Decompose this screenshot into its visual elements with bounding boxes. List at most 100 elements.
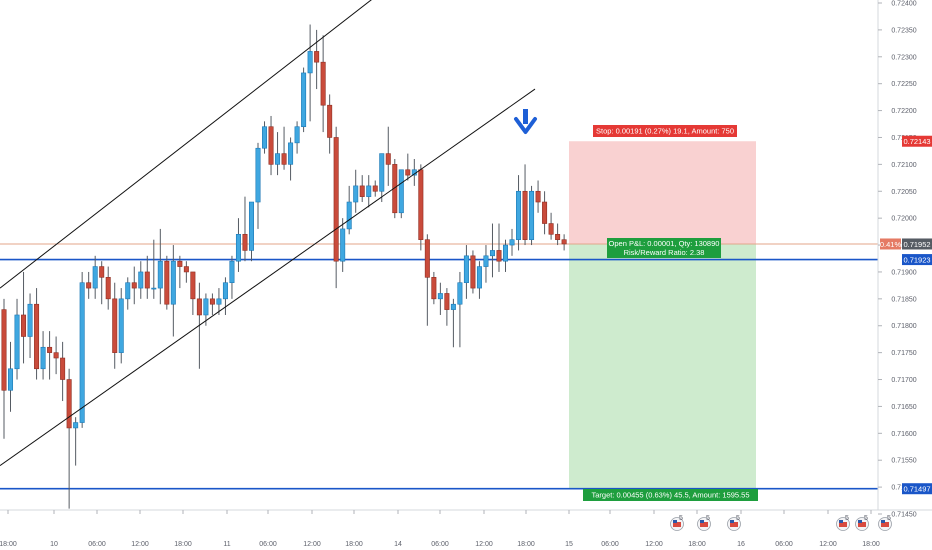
time-tick-label: 18:00 xyxy=(174,541,192,548)
event-badge-count: 5 xyxy=(887,515,891,522)
event-badge-count: 5 xyxy=(864,515,868,522)
flag-stripe xyxy=(730,522,738,527)
candle xyxy=(60,341,66,402)
candle-body xyxy=(86,282,92,289)
time-tick-label: 15 xyxy=(565,541,573,548)
candle-body xyxy=(242,233,248,251)
candle-body xyxy=(177,260,183,267)
price-tick-label: 0.72250 xyxy=(891,81,916,88)
time-tick-label: 18:00 xyxy=(688,541,706,548)
candle xyxy=(222,277,228,315)
time-axis-ticks[interactable]: 18:00 10 06:00 12:00 18:00 11 06:00 12:00 18:00 1… xyxy=(0,510,880,548)
candle xyxy=(138,261,144,299)
event-badge: 5 xyxy=(855,515,869,531)
candle xyxy=(14,298,20,380)
candle-body xyxy=(8,368,14,391)
candle xyxy=(346,185,352,235)
candle-body xyxy=(463,255,469,284)
candle-body xyxy=(542,201,548,224)
candle xyxy=(392,158,398,219)
candle-body xyxy=(385,153,391,165)
price-tick-label: 0.72200 xyxy=(891,108,916,115)
candle xyxy=(437,282,443,315)
candle xyxy=(405,153,411,181)
candle-body xyxy=(1,309,7,391)
candle-body xyxy=(379,153,385,192)
candle-body xyxy=(203,298,209,316)
candle-body xyxy=(190,271,196,300)
candle-body xyxy=(21,314,27,337)
candle xyxy=(327,94,333,154)
candle-body xyxy=(248,201,254,251)
flag-stripe xyxy=(839,522,847,527)
candle-body xyxy=(444,293,450,310)
candle-body xyxy=(112,298,118,353)
candle-body xyxy=(47,346,53,353)
candle xyxy=(340,218,346,272)
time-tick-label: 12:00 xyxy=(819,541,837,548)
candle xyxy=(548,212,554,240)
price-tick-label: 0.71550 xyxy=(891,458,916,465)
candle xyxy=(21,271,27,364)
candle-body xyxy=(392,164,398,214)
flag-canton xyxy=(858,520,862,523)
candle-body xyxy=(327,104,333,138)
target-price-label: 0.71497 xyxy=(903,485,930,494)
candle-body xyxy=(333,137,339,262)
candle xyxy=(151,239,157,299)
candle xyxy=(359,175,365,203)
event-badge: 5 xyxy=(697,515,711,531)
pnl-info-box[interactable]: Open P&L: 0.00001, Qty: 130890 Risk/Rewa… xyxy=(607,238,721,258)
time-tick-label: 12:00 xyxy=(303,541,321,548)
candle-body xyxy=(229,260,235,284)
candle-body xyxy=(353,185,359,203)
candle xyxy=(301,67,307,133)
candle-body xyxy=(483,255,489,267)
candle-body xyxy=(14,314,20,370)
candle xyxy=(255,142,261,229)
candle xyxy=(248,201,254,262)
candle xyxy=(112,282,118,369)
candle xyxy=(372,180,378,197)
candle-body xyxy=(424,239,430,278)
candle xyxy=(470,250,476,294)
candle-body xyxy=(34,303,40,370)
candle-body xyxy=(359,185,365,197)
candle xyxy=(183,261,189,283)
current-price-bg xyxy=(902,238,932,250)
event-badge-count: 5 xyxy=(736,515,740,522)
time-tick-label: 18:00 xyxy=(345,541,363,548)
target-info-box[interactable]: Target: 0.00455 (0.63%) 45.5, Amount: 15… xyxy=(583,489,758,501)
candle xyxy=(53,336,59,375)
candle xyxy=(8,341,14,412)
candle xyxy=(27,293,33,359)
target-info-text: Target: 0.00455 (0.63%) 45.5, Amount: 15… xyxy=(591,491,749,500)
candle-body xyxy=(255,147,261,203)
price-tick-label: 0.72400 xyxy=(891,1,916,8)
candle-body xyxy=(470,255,476,289)
candle-body xyxy=(27,303,33,337)
price-tick-label: 0.71750 xyxy=(891,350,916,357)
stop-price-label-bg xyxy=(902,135,932,147)
candle-body xyxy=(301,72,307,128)
candle xyxy=(418,164,424,251)
price-tick-label: 0.71850 xyxy=(891,296,916,303)
channel-lines xyxy=(0,0,536,466)
candle xyxy=(177,255,183,289)
support-price-label: 0.71923 xyxy=(903,255,930,264)
event-badge-count: 5 xyxy=(679,515,683,522)
candle-body xyxy=(53,352,59,359)
stop-info-box[interactable]: Stop: 0.00191 (0.27%) 19.1, Amount: 750 xyxy=(593,125,737,137)
candle-body xyxy=(489,250,495,257)
candle-body xyxy=(561,239,567,245)
candle xyxy=(489,223,495,278)
candle xyxy=(164,255,170,310)
candle-body xyxy=(222,282,228,300)
candle-body xyxy=(555,233,561,240)
candle xyxy=(496,223,502,272)
target-price-label-bg xyxy=(902,483,932,495)
pnl-info-text: Open P&L: 0.00001, Qty: 130890 xyxy=(609,239,720,248)
event-badges[interactable]: 5 5 5 5 5 5 xyxy=(670,515,892,531)
candle-body xyxy=(307,51,313,74)
